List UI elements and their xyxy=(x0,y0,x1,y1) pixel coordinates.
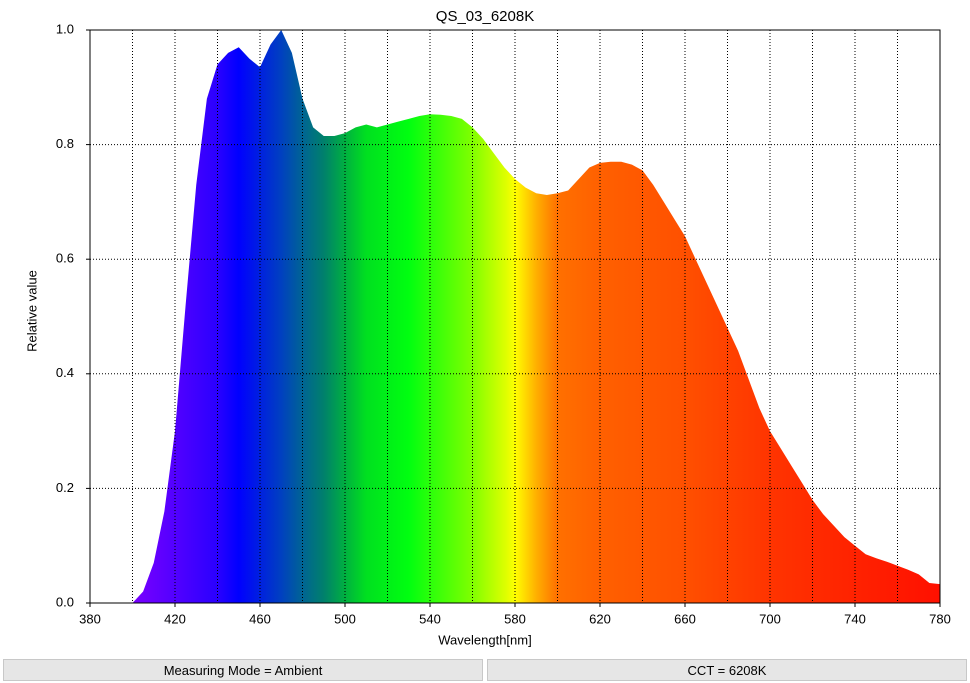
chart: QS_03_6208K Wavelength[nm] Relative valu… xyxy=(24,8,951,647)
y-tick-label: 0.6 xyxy=(56,251,74,266)
status-mode: Measuring Mode = Ambient xyxy=(3,659,483,681)
x-tick-label: 420 xyxy=(164,611,186,626)
x-tick-label: 660 xyxy=(674,611,696,626)
y-tick-label: 0.8 xyxy=(56,136,74,151)
x-tick-label: 380 xyxy=(79,611,101,626)
status-cct: CCT = 6208K xyxy=(487,659,967,681)
y-tick-label: 0.0 xyxy=(56,594,74,609)
y-tick-label: 0.4 xyxy=(56,365,74,380)
spectrum-area xyxy=(132,30,940,603)
y-tick-label: 1.0 xyxy=(56,21,74,36)
x-tick-label: 500 xyxy=(334,611,356,626)
x-tick-label: 700 xyxy=(759,611,781,626)
x-tick-label: 540 xyxy=(419,611,441,626)
x-tick-label: 620 xyxy=(589,611,611,626)
y-axis-label: Relative value xyxy=(24,270,39,352)
x-axis-label: Wavelength[nm] xyxy=(438,632,531,647)
x-tick-label: 460 xyxy=(249,611,271,626)
x-tick-label: 780 xyxy=(929,611,951,626)
y-tick-label: 0.2 xyxy=(56,480,74,495)
chart-title: QS_03_6208K xyxy=(436,8,534,25)
x-tick-label: 580 xyxy=(504,611,526,626)
x-tick-label: 740 xyxy=(844,611,866,626)
